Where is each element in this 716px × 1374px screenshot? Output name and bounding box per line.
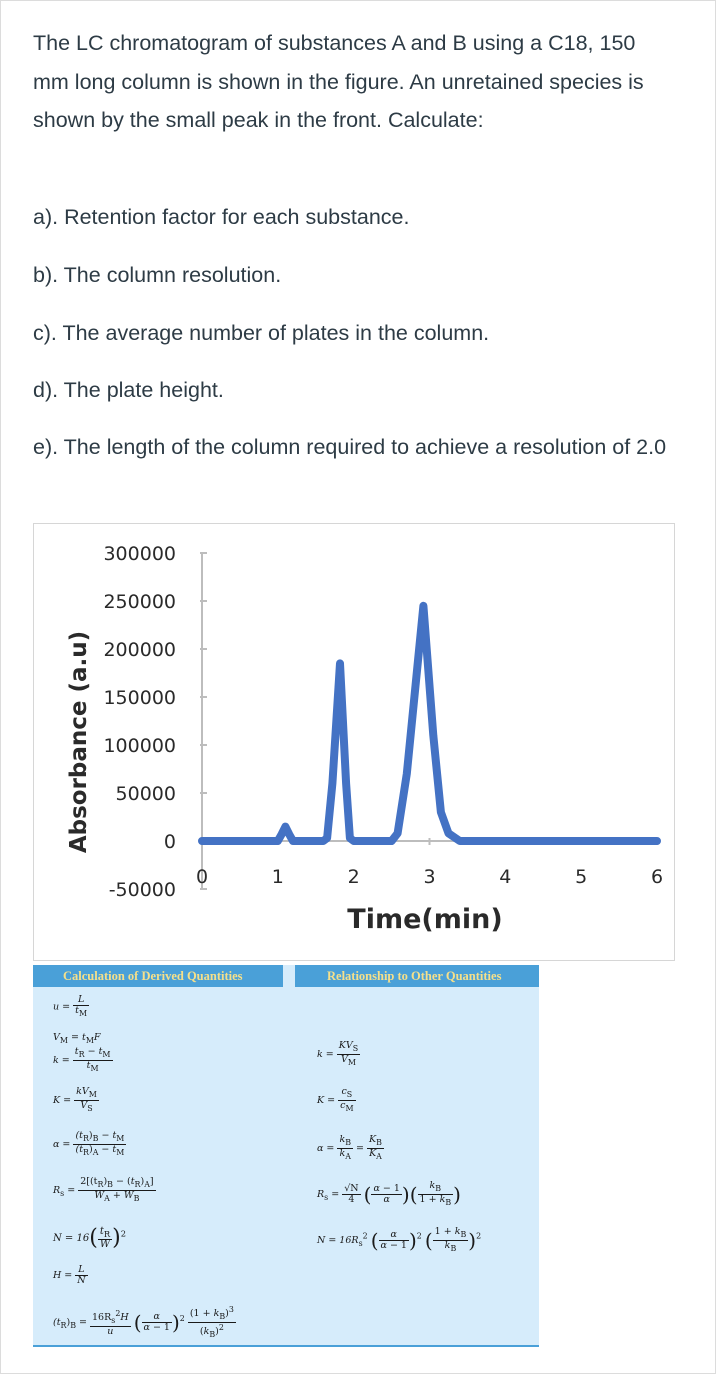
formula-k-right-num: KV — [338, 1040, 353, 1051]
formula-Rs: Rs = 2[(tR)B − (tR)A] WA + WB — [53, 1176, 156, 1203]
formula-table: Calculation of Derived Quantities Relati… — [33, 965, 539, 1347]
formula-alpha-right: α = kB kA = KB KA — [317, 1134, 384, 1161]
formula-u-lhs: u = — [53, 1001, 71, 1013]
formula-k-den: t — [86, 1059, 91, 1071]
formula-tR: (tR)B = 16Rs2H u (α α − 1)2 (1 + kB)3 (kB)2 — [53, 1305, 236, 1340]
formula-u-den: t — [75, 1005, 79, 1016]
y-tick-label: 200000 — [103, 639, 176, 661]
y-tick-label: 250000 — [103, 591, 176, 613]
y-axis-title: Absorbance (a.u) — [66, 631, 92, 853]
question-item-b: b). The column resolution. — [33, 263, 282, 287]
x-tick-labels: 0 1 2 3 4 5 6 — [196, 866, 663, 888]
y-tick-labels: 300000 250000 200000 150000 100000 50000 0 -500… — [103, 543, 176, 901]
y-tick-label: 0 — [164, 831, 176, 853]
formula-k-right: k = KVS VM — [317, 1040, 361, 1067]
y-tick-label: 300000 — [103, 543, 176, 565]
formula-H-den: N — [77, 1275, 86, 1286]
x-tick-label: 2 — [348, 866, 360, 888]
formula-tR-num: 16R — [92, 1311, 112, 1323]
right-header-text: Relationship to Other Quantities — [327, 969, 502, 983]
y-tick-label: 150000 — [103, 687, 176, 709]
formula-K-right-lhs: K = — [317, 1094, 336, 1106]
formula-K-right-num: c — [341, 1086, 347, 1097]
formula-vm-text: V — [53, 1032, 60, 1043]
formula-k-lhs: k = — [53, 1054, 70, 1066]
x-tick-label: 4 — [499, 866, 511, 888]
question-item-c: c). The average number of plates in the … — [33, 321, 490, 345]
formula-k-right-lhs: k = — [317, 1048, 334, 1060]
x-tick-label: 0 — [196, 866, 208, 888]
formula-alpha-lhs: α = — [53, 1138, 71, 1150]
formula-tR-lhs: (t — [53, 1317, 61, 1329]
formula-vm: VM = tMF — [53, 1032, 101, 1045]
formula-N-right-lhs: N = 16R — [317, 1234, 359, 1246]
x-tick-label: 1 — [272, 866, 284, 888]
x-tick-label: 5 — [575, 866, 587, 888]
formula-K-right-den: c — [340, 1099, 346, 1111]
formula-tR-den: u — [107, 1325, 114, 1337]
left-header-text: Calculation of Derived Quantities — [63, 969, 243, 983]
formula-K: K = kVM VS — [53, 1086, 99, 1113]
formula-N-right: N = 16Rs2 (α α − 1)2 (1 + kB kB)2 — [317, 1226, 482, 1253]
y-tick-label: 50000 — [116, 783, 176, 805]
y-tick-label: -50000 — [109, 879, 176, 901]
left-header-bar: Calculation of Derived Quantities — [33, 965, 283, 987]
formula-N-lhs: N = 16 — [53, 1233, 90, 1244]
formula-H-lhs: H = — [53, 1270, 73, 1281]
chromatogram-chart: 300000 250000 200000 150000 100000 50000 0 -500… — [66, 543, 663, 935]
formula-alpha-num: (t — [75, 1130, 83, 1141]
formula-K-lhs: K = — [53, 1094, 72, 1106]
formula-Rs-den: W — [94, 1189, 105, 1201]
question-item-d: d). The plate height. — [33, 378, 224, 402]
formula-K-num: kV — [76, 1086, 89, 1097]
formula-Rs-right-num: √N — [344, 1182, 359, 1194]
formula-H-num: L — [78, 1264, 85, 1275]
formula-Rs-right: Rs = √N 4 (α − 1 α)(kB 1 + kB) — [317, 1180, 461, 1207]
formula-u-num: L — [77, 994, 85, 1005]
question-intro: The LC chromatogram of substances A and … — [33, 31, 644, 132]
formula-alpha-right-num: k — [339, 1134, 346, 1145]
formula-Rs-lhs: R — [53, 1184, 61, 1196]
formula-Rs-num: 2[(t — [80, 1176, 98, 1187]
formula-N: N = 16(tR W)2 — [53, 1225, 127, 1251]
x-tick-label: 6 — [651, 866, 663, 888]
formula-K-den: V — [80, 1099, 88, 1111]
chromatogram-figure: 300000 250000 200000 150000 100000 50000 0 -500… — [33, 523, 675, 961]
formula-alpha-right-den: k — [339, 1147, 346, 1159]
formula-K-right: K = cS cM — [317, 1086, 356, 1113]
y-tick-label: 100000 — [103, 735, 176, 757]
formula-alpha-right-lhs: α = — [317, 1142, 335, 1154]
formula-k-num: t — [74, 1046, 79, 1057]
x-tick-label: 3 — [423, 866, 435, 888]
question-item-e: e). The length of the column required to… — [33, 435, 667, 459]
right-header-bar: Relationship to Other Quantities — [295, 965, 539, 987]
formula-alpha: α = (tR)B − tM (tR)A − tM — [53, 1130, 127, 1157]
chromatogram-series-line — [198, 601, 661, 845]
question-item-a: a). Retention factor for each substance. — [33, 205, 410, 229]
formula-Rs-right-lhs: R — [317, 1188, 325, 1200]
formula-alpha-den: (t — [75, 1143, 84, 1155]
formula-k-right-den: V — [340, 1053, 348, 1065]
formula-Rs-right-den: 4 — [348, 1193, 355, 1205]
x-axis-title: Time(min) — [347, 904, 502, 935]
formula-k: k = tR − tM tM — [53, 1046, 113, 1073]
